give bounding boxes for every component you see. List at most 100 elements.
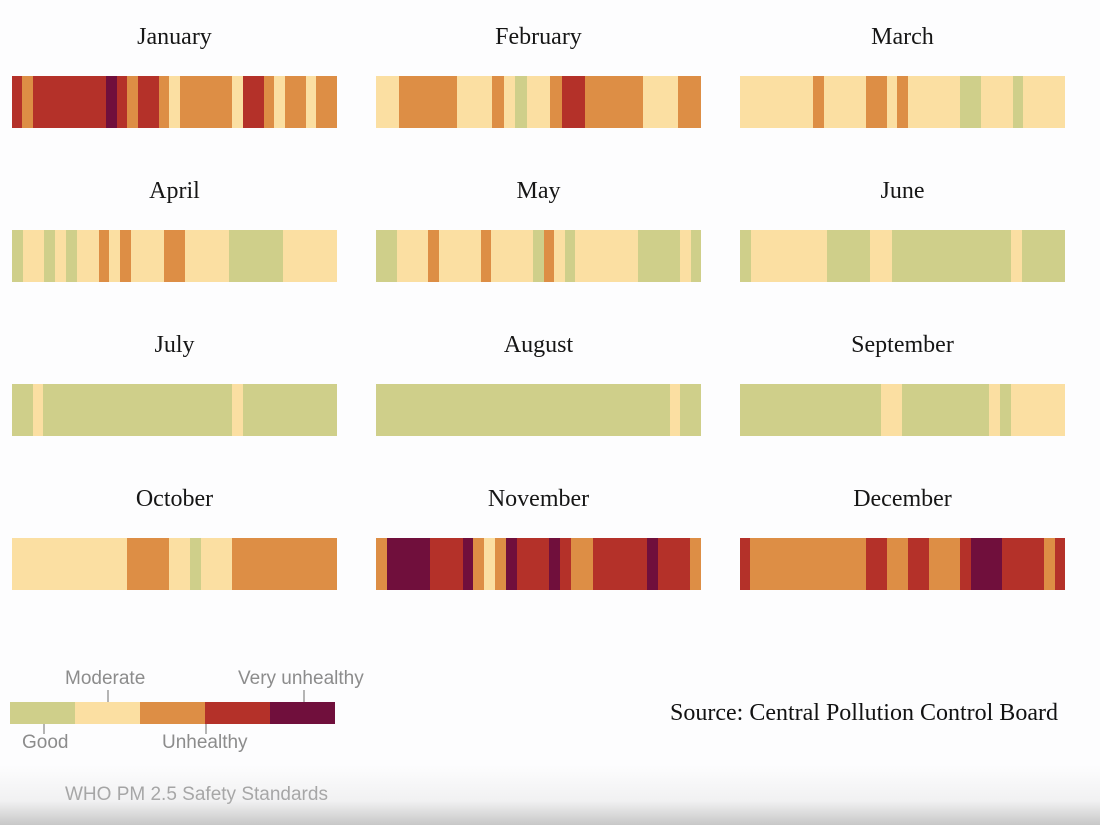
day-cell [211, 384, 222, 436]
day-cell [305, 384, 317, 436]
day-cell [570, 538, 582, 590]
day-cell [1021, 230, 1033, 282]
day-cell [1054, 538, 1066, 590]
day-cell [960, 538, 971, 590]
day-cell [185, 230, 197, 282]
month-strip [740, 538, 1066, 590]
month-strip [376, 76, 702, 128]
day-cell [106, 76, 117, 128]
day-cell [217, 230, 229, 282]
day-cell [501, 384, 513, 436]
day-cell [242, 538, 254, 590]
day-cell [680, 230, 691, 282]
day-cell [991, 538, 1003, 590]
day-cell [66, 230, 77, 282]
day-cell [772, 384, 784, 436]
month-strip [12, 76, 338, 128]
day-cell [438, 230, 450, 282]
day-cell [1033, 538, 1045, 590]
day-cell [95, 538, 107, 590]
day-cell [1032, 384, 1044, 436]
day-cell [1032, 230, 1044, 282]
bottom-fade-bar [0, 765, 1100, 825]
day-cell [462, 538, 474, 590]
day-cell [87, 230, 99, 282]
day-cell [538, 538, 550, 590]
day-cell [501, 230, 513, 282]
day-cell [690, 538, 701, 590]
day-cell [689, 76, 702, 128]
day-cell [668, 538, 680, 590]
day-cell [802, 76, 814, 128]
day-cell [407, 384, 418, 436]
day-cell [274, 76, 285, 128]
day-cell [526, 76, 539, 128]
month-title: November [487, 486, 590, 512]
day-cell [152, 230, 164, 282]
month-chart-may: May [376, 178, 702, 282]
day-cell [771, 538, 782, 590]
day-cell [596, 76, 609, 128]
day-cell [648, 230, 660, 282]
day-cell [603, 538, 615, 590]
day-cell [897, 76, 908, 128]
month-chart-february: February [376, 24, 702, 128]
day-cell [834, 76, 845, 128]
day-cell [43, 76, 54, 128]
day-cell [74, 538, 86, 590]
day-cell [491, 384, 502, 436]
day-cell [750, 384, 762, 436]
legend-color-bar [10, 702, 335, 724]
day-cell [1044, 76, 1055, 128]
day-cell [585, 230, 597, 282]
legend-label-good: Good [22, 732, 69, 753]
day-cell [554, 384, 565, 436]
day-cell [945, 230, 957, 282]
day-cell [316, 538, 327, 590]
day-cell [859, 384, 870, 436]
day-cell [967, 384, 979, 436]
day-cell [794, 230, 805, 282]
day-cell [783, 230, 795, 282]
day-cell [939, 538, 950, 590]
month-strip [740, 384, 1065, 436]
day-cell [815, 230, 827, 282]
day-cell [480, 76, 493, 128]
day-cell [804, 230, 816, 282]
month-chart-april: April [12, 178, 337, 282]
day-cell [295, 384, 306, 436]
day-cell [305, 76, 317, 128]
day-cell [85, 384, 96, 436]
day-cell [445, 76, 458, 128]
day-cell [480, 384, 492, 436]
day-cell [970, 538, 982, 590]
day-cell [12, 230, 23, 282]
day-cell [22, 76, 33, 128]
month-chart-october: October [12, 486, 338, 590]
day-cell [1002, 76, 1013, 128]
day-cell [666, 76, 678, 128]
day-cell [869, 384, 881, 436]
day-cell [116, 76, 128, 128]
day-cell [491, 230, 502, 282]
day-cell [897, 538, 908, 590]
day-cell [978, 384, 990, 436]
day-cell [148, 538, 159, 590]
day-cell [451, 538, 463, 590]
day-cell [740, 538, 751, 590]
day-cell [95, 384, 107, 436]
day-cell [127, 384, 138, 436]
day-cell [263, 76, 275, 128]
day-cell [855, 76, 866, 128]
day-cell [284, 76, 296, 128]
month-chart-september: September [740, 332, 1065, 436]
month-strip [12, 230, 337, 282]
day-cell [449, 230, 460, 282]
day-cell [989, 230, 1000, 282]
day-cell [179, 384, 191, 436]
day-cell [116, 384, 128, 436]
day-cell [85, 76, 96, 128]
day-cell [271, 230, 283, 282]
day-cell [981, 76, 992, 128]
day-cell [1010, 230, 1022, 282]
